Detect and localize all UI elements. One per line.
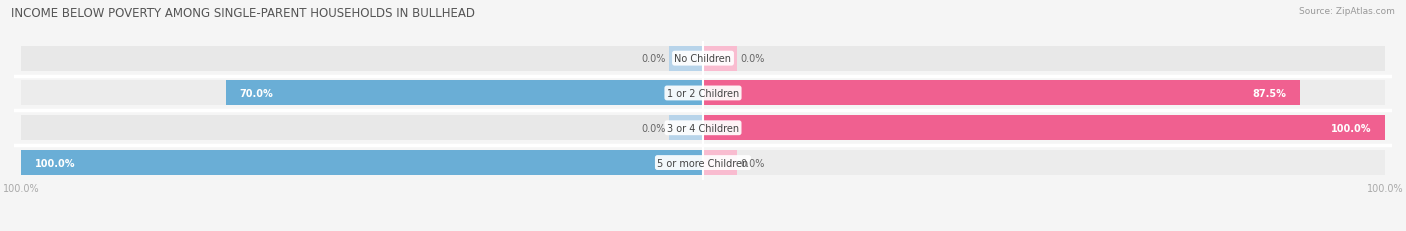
Text: 70.0%: 70.0% bbox=[239, 88, 273, 99]
Bar bbox=[669, 46, 703, 71]
Bar bbox=[703, 116, 1385, 141]
Text: 0.0%: 0.0% bbox=[641, 123, 665, 133]
Bar bbox=[225, 81, 703, 106]
Text: 100.0%: 100.0% bbox=[35, 158, 75, 168]
Bar bbox=[21, 81, 703, 106]
Text: 3 or 4 Children: 3 or 4 Children bbox=[666, 123, 740, 133]
Bar bbox=[669, 116, 703, 141]
Bar bbox=[703, 46, 1385, 71]
Bar bbox=[703, 116, 1385, 141]
Text: 0.0%: 0.0% bbox=[741, 158, 765, 168]
Bar bbox=[703, 81, 1301, 106]
Text: Source: ZipAtlas.com: Source: ZipAtlas.com bbox=[1299, 7, 1395, 16]
Text: 0.0%: 0.0% bbox=[741, 54, 765, 64]
Text: 100.0%: 100.0% bbox=[1331, 123, 1371, 133]
Bar bbox=[21, 46, 703, 71]
Text: 0.0%: 0.0% bbox=[641, 54, 665, 64]
Bar bbox=[21, 150, 703, 175]
Bar bbox=[703, 81, 1385, 106]
Text: 87.5%: 87.5% bbox=[1253, 88, 1286, 99]
Legend: Single Father, Single Mother: Single Father, Single Mother bbox=[612, 230, 794, 231]
Bar bbox=[21, 116, 703, 141]
Bar bbox=[703, 150, 1385, 175]
Bar bbox=[21, 150, 703, 175]
Bar bbox=[703, 46, 737, 71]
Text: 5 or more Children: 5 or more Children bbox=[658, 158, 748, 168]
Text: INCOME BELOW POVERTY AMONG SINGLE-PARENT HOUSEHOLDS IN BULLHEAD: INCOME BELOW POVERTY AMONG SINGLE-PARENT… bbox=[11, 7, 475, 20]
Bar bbox=[703, 150, 737, 175]
Text: No Children: No Children bbox=[675, 54, 731, 64]
Text: 1 or 2 Children: 1 or 2 Children bbox=[666, 88, 740, 99]
